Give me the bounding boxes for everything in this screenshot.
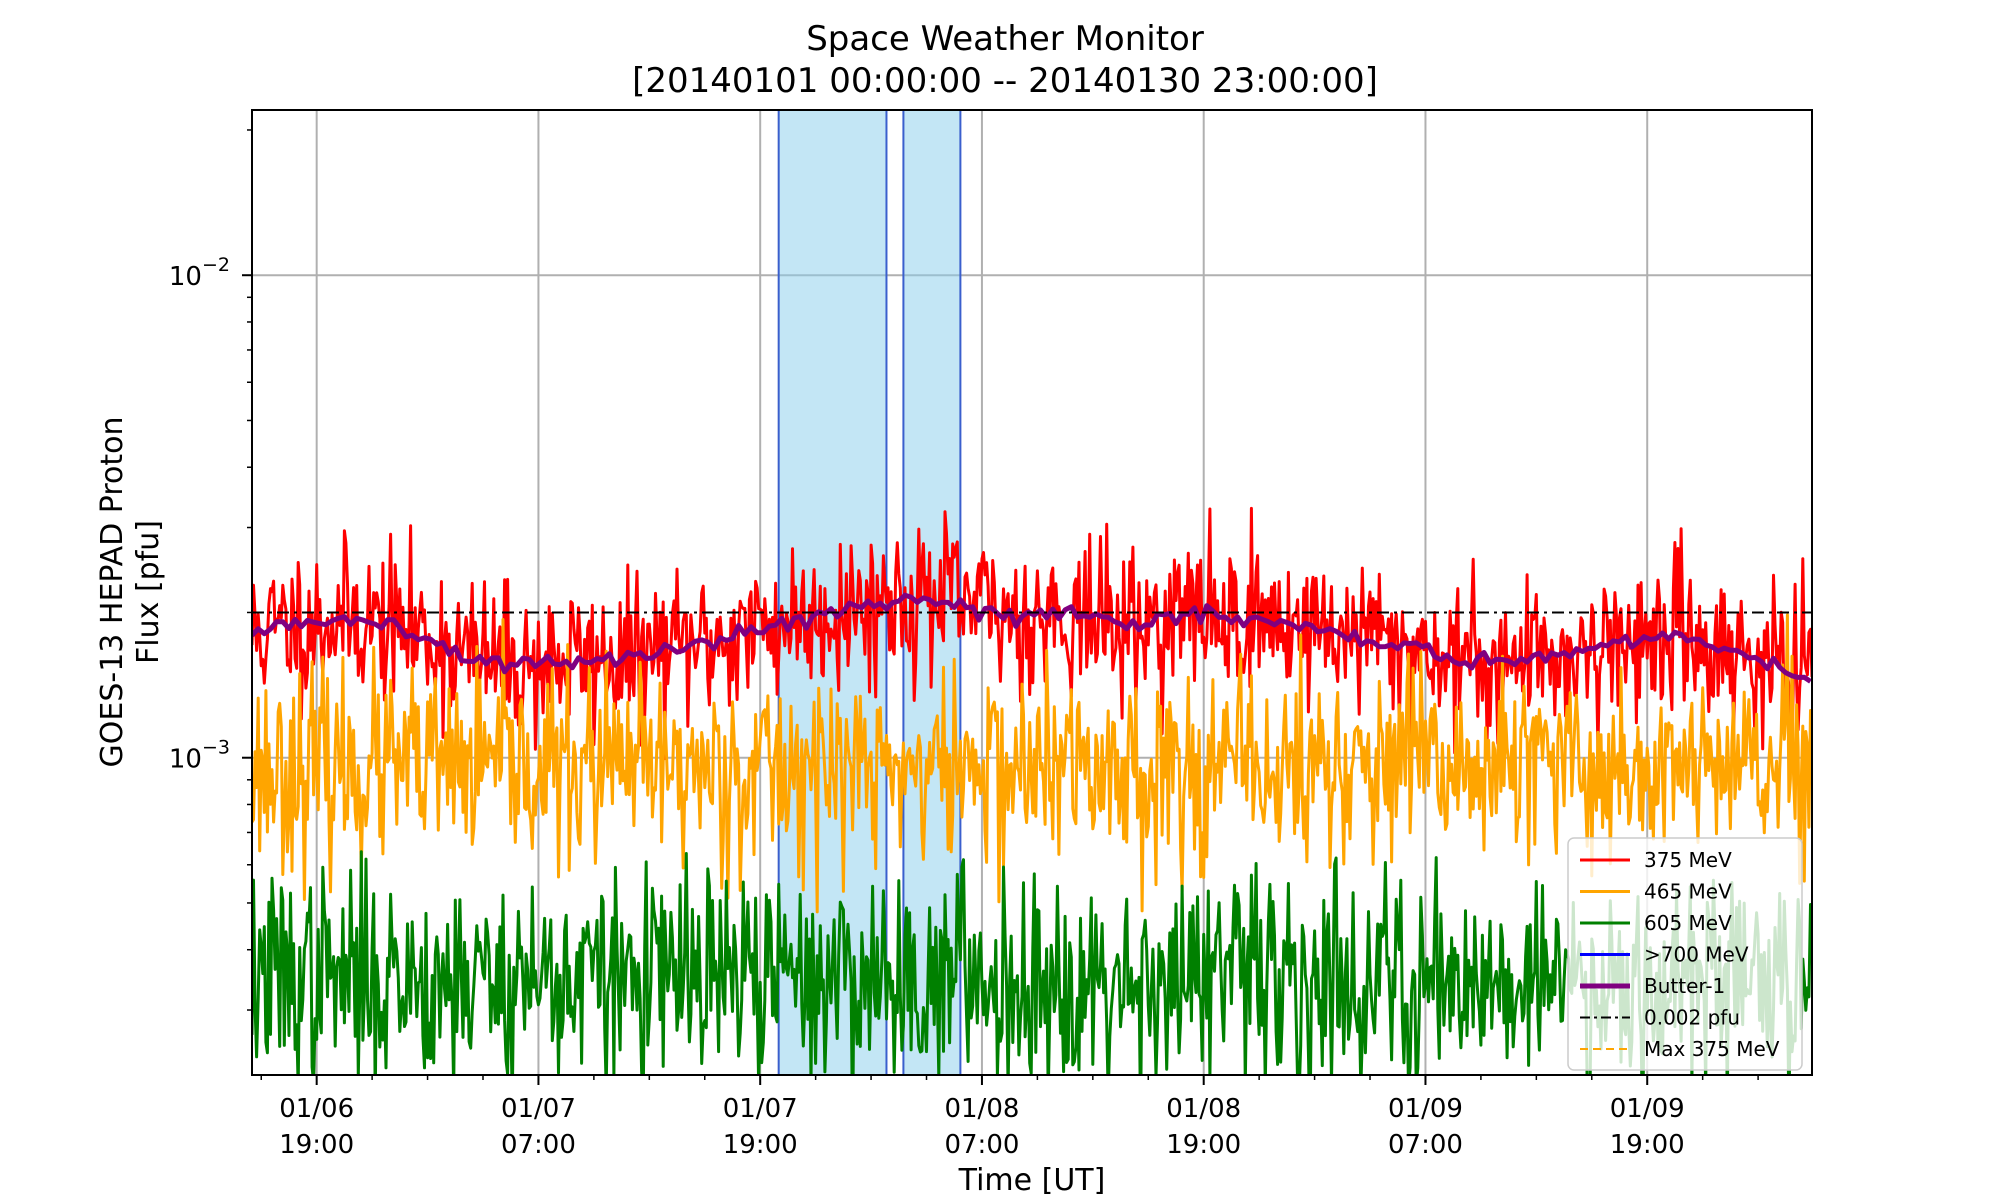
- chart-subtitle: [20140101 00:00:00 -- 20140130 23:00:00]: [632, 61, 1378, 101]
- y-axis-label-line2: Flux [pfu]: [131, 520, 166, 664]
- plot-area: [252, 110, 1812, 1075]
- y-tick-label: 10−2: [169, 254, 230, 292]
- x-axis-label: Time [UT]: [958, 1163, 1106, 1198]
- x-tick-label-time: 07:00: [1388, 1130, 1463, 1160]
- legend-box: [1567, 837, 1803, 1071]
- series-line-butter-1: [252, 592, 1812, 684]
- legend-label: 465 MeV: [1644, 880, 1732, 904]
- x-tick-label-date: 01/09: [1610, 1094, 1685, 1124]
- legend-label: >700 MeV: [1644, 943, 1749, 967]
- chart-title: Space Weather Monitor: [806, 19, 1204, 59]
- x-tick-label-time: 07:00: [944, 1130, 1019, 1160]
- x-tick-label-time: 19:00: [1166, 1130, 1241, 1160]
- y-axis-label-line1: GOES-13 HEPAD Proton: [95, 417, 130, 768]
- x-tick-label-time: 19:00: [279, 1130, 354, 1160]
- y-axis-label: GOES-13 HEPAD Proton Flux [pfu]: [95, 417, 166, 768]
- x-tick-label-date: 01/06: [279, 1094, 354, 1124]
- x-tick-label-time: 19:00: [723, 1130, 798, 1160]
- series-line-465-mev: [252, 613, 1812, 914]
- x-tick-label-time: 19:00: [1610, 1130, 1685, 1160]
- legend-label: Max 375 MeV: [1644, 1037, 1780, 1061]
- x-tick-label-date: 01/07: [723, 1094, 798, 1124]
- x-tick-label-time: 07:00: [501, 1130, 576, 1160]
- x-tick-label-date: 01/08: [1166, 1094, 1241, 1124]
- x-tick-label-date: 01/08: [944, 1094, 1019, 1124]
- legend-label: 605 MeV: [1644, 911, 1732, 935]
- legend-label: 375 MeV: [1644, 848, 1732, 872]
- x-tick-label-date: 01/07: [501, 1094, 576, 1124]
- legend-label: Butter-1: [1644, 974, 1725, 998]
- series-line-375-mev: [252, 506, 1812, 761]
- legend: 375 MeV 465 MeV 605 MeV >700 MeV Butter-1 0.0…: [1567, 837, 1803, 1071]
- legend-label: 0.002 pfu: [1644, 1006, 1740, 1030]
- series-line-605-mev: [252, 850, 1812, 1075]
- x-tick-label-date: 01/09: [1388, 1094, 1463, 1124]
- axes-frame: [251, 109, 1813, 1076]
- axes: 01/06 19:00 01/07 07:00 01/07 19:00 01/08 07:00…: [169, 109, 1813, 1160]
- y-tick-label: 10−3: [169, 737, 230, 775]
